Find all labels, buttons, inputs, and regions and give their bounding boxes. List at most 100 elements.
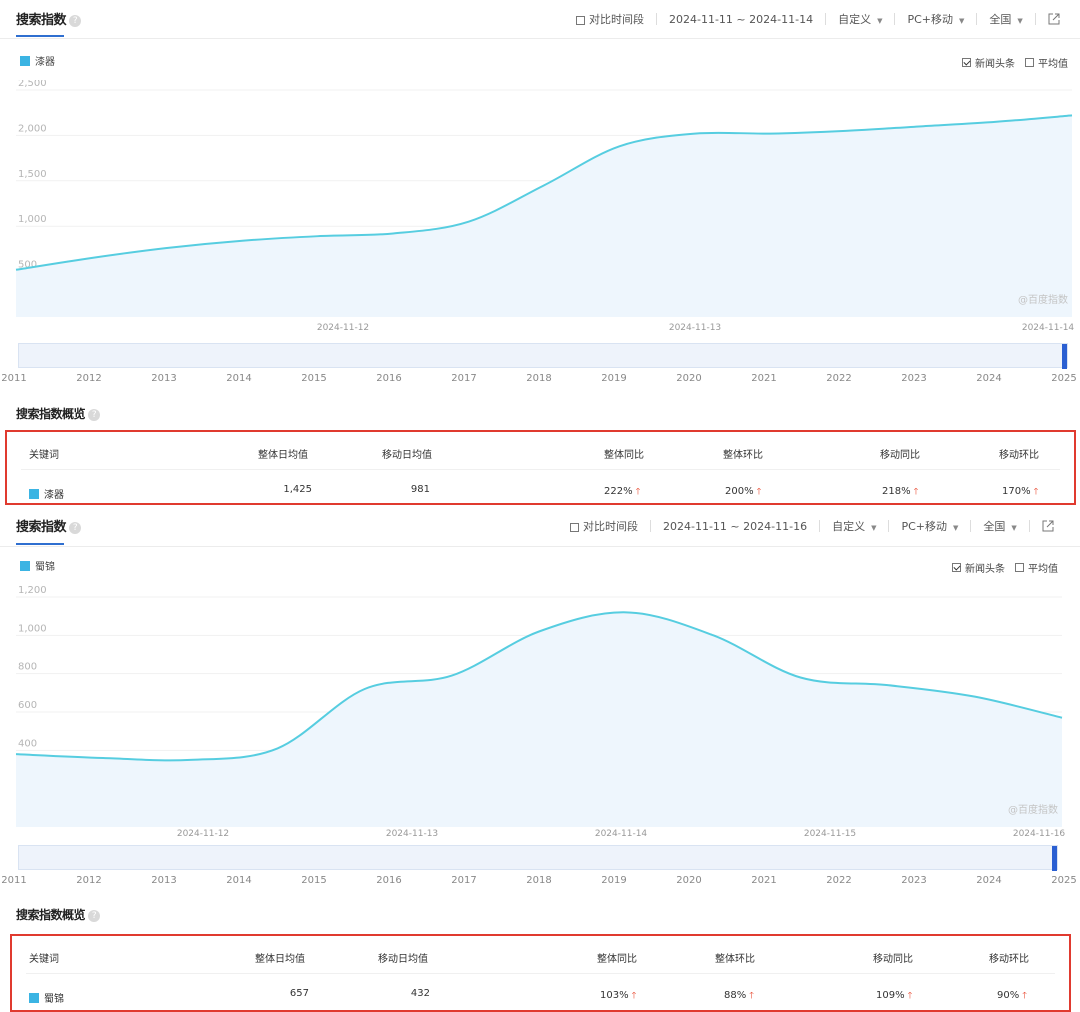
keyword-text: 蜀锦 <box>44 994 64 1005</box>
caret-down-icon: ▼ <box>959 17 965 25</box>
region-dropdown[interactable]: 全国 ▼ <box>983 518 1016 534</box>
separator <box>650 520 651 532</box>
watermark: @百度指数 <box>1008 803 1058 816</box>
cell-overall-yoy: 222% 🡑 <box>604 484 640 500</box>
checkbox-icon <box>1015 563 1024 572</box>
help-icon[interactable]: ? <box>69 14 82 27</box>
y-tick-label: 1,000 <box>18 623 47 634</box>
separator <box>970 520 972 532</box>
cell-mobile-mom: 90% 🡑 <box>997 988 1027 1004</box>
watermark: @百度指数 <box>1018 293 1068 306</box>
region-dropdown[interactable]: 全国 ▼ <box>989 11 1022 27</box>
series-area <box>16 612 1062 827</box>
slider-handle[interactable] <box>1062 344 1067 369</box>
search-index-panel-2: 搜索指数? 对比时间段 2024-11-11 ~ 2024-11-16 自定义 ▼… <box>0 508 1080 1012</box>
checkbox-checked-icon <box>952 563 961 572</box>
panel-header: 搜索指数? 对比时间段 2024-11-11 ~ 2024-11-14 自定义 ▼… <box>0 0 1080 39</box>
col-header-mobile-mom: 移动环比 <box>999 450 1039 461</box>
region-label: 全国 <box>983 520 1006 533</box>
overview-table: 关键词 整体日均值 移动日均值 整体同比 整体环比 移动同比 移动环比 漆器 1… <box>5 430 1076 505</box>
x-tick-label: 2024-11-16 <box>1013 829 1066 836</box>
slider-year-label: 2018 <box>526 373 552 384</box>
cell-value: 90% <box>997 990 1020 1001</box>
col-header-mobile-yoy: 移动同比 <box>873 954 913 965</box>
external-link-icon[interactable] <box>1048 13 1060 25</box>
compare-label: 对比时间段 <box>589 13 644 26</box>
external-link-icon[interactable] <box>1042 520 1054 532</box>
series-line <box>15 611 1063 762</box>
compare-label: 对比时间段 <box>583 520 638 533</box>
slider-year-label: 2020 <box>676 373 702 384</box>
cell-value: 218% <box>882 486 911 497</box>
slider-year-label: 2013 <box>151 875 177 886</box>
slider-year-label: 2016 <box>376 875 402 886</box>
x-tick-label: 2024-11-15 <box>804 829 856 836</box>
slider-year-axis: 2011 2012 2013 2014 2015 2016 2017 2018 2019 2020… <box>0 373 1080 387</box>
y-tick-label: 1,000 <box>18 214 47 225</box>
news-label: 新闻头条 <box>975 59 1015 70</box>
checkbox-icon <box>1025 58 1034 67</box>
custom-dropdown[interactable]: 自定义 ▼ <box>838 11 882 27</box>
time-range-slider[interactable] <box>18 343 1068 369</box>
help-icon[interactable]: ? <box>88 408 101 421</box>
cell-mobile-yoy: 218% 🡑 <box>882 484 918 500</box>
slider-handle[interactable] <box>1052 846 1057 871</box>
time-range-slider[interactable] <box>18 845 1058 871</box>
compare-checkbox[interactable]: 对比时间段 <box>570 518 638 534</box>
slider-year-label: 2019 <box>601 875 627 886</box>
title-underline <box>16 35 64 37</box>
average-checkbox[interactable]: 平均值 <box>1025 55 1068 70</box>
cell-mobile-mom: 170% 🡑 <box>1002 484 1038 500</box>
x-tick-label: 2024-11-13 <box>386 829 438 836</box>
x-tick-label: 2024-11-14 <box>1022 323 1075 330</box>
date-range-picker[interactable]: 2024-11-11 ~ 2024-11-16 <box>663 519 808 533</box>
slider-year-label: 2020 <box>676 875 702 886</box>
y-tick-label: 2,500 <box>18 80 47 89</box>
slider-year-label: 2017 <box>451 373 477 384</box>
y-tick-label: 2,000 <box>18 123 47 134</box>
average-checkbox[interactable]: 平均值 <box>1015 560 1058 575</box>
compare-checkbox[interactable]: 对比时间段 <box>576 11 644 27</box>
slider-year-label: 2023 <box>901 875 927 886</box>
y-tick-label: 600 <box>18 700 37 711</box>
caret-down-icon: ▼ <box>871 524 877 532</box>
caret-down-icon: ▼ <box>953 524 959 532</box>
col-header-overall-avg: 整体日均值 <box>258 450 308 461</box>
cell-overall-avg: 1,425 <box>283 484 312 495</box>
separator <box>656 13 657 25</box>
checkbox-checked-icon <box>962 58 971 67</box>
news-checkbox[interactable]: 新闻头条 <box>952 560 1005 575</box>
title-underline <box>16 543 64 545</box>
cell-overall-avg: 657 <box>289 988 309 999</box>
custom-dropdown[interactable]: 自定义 ▼ <box>832 518 876 534</box>
chart-options: 新闻头条 平均值 <box>942 560 1058 575</box>
col-header-keyword: 关键词 <box>29 954 59 965</box>
keyword-swatch <box>29 992 39 1003</box>
separator <box>976 13 978 25</box>
news-checkbox[interactable]: 新闻头条 <box>962 55 1015 70</box>
arrow-up-icon: 🡑 <box>631 991 637 1001</box>
help-icon[interactable]: ? <box>69 521 82 534</box>
separator <box>1034 13 1036 25</box>
slider-year-label: 2014 <box>226 373 252 384</box>
legend-label: 漆器 <box>35 57 55 68</box>
col-header-mobile-avg: 移动日均值 <box>378 954 428 965</box>
help-icon[interactable]: ? <box>88 909 101 922</box>
separator <box>825 13 827 25</box>
device-dropdown[interactable]: PC+移动 ▼ <box>901 518 958 534</box>
device-dropdown[interactable]: PC+移动 ▼ <box>907 11 964 27</box>
col-header-mobile-yoy: 移动同比 <box>880 450 920 461</box>
keyword-swatch <box>29 488 39 499</box>
region-label: 全国 <box>989 13 1012 26</box>
cell-value: 170% <box>1002 486 1031 497</box>
device-label: PC+移动 <box>907 13 953 26</box>
date-range-picker[interactable]: 2024-11-11 ~ 2024-11-14 <box>669 12 814 26</box>
slider-year-label: 2012 <box>76 373 102 384</box>
chart-legend: 漆器 <box>20 53 55 68</box>
legend-label: 蜀锦 <box>35 562 55 573</box>
y-tick-label: 800 <box>18 662 37 673</box>
arrow-up-icon: 🡑 <box>913 487 919 497</box>
separator <box>894 13 896 25</box>
panel-title-text: 搜索指数 <box>16 520 67 535</box>
x-tick-label: 2024-11-12 <box>317 323 369 330</box>
